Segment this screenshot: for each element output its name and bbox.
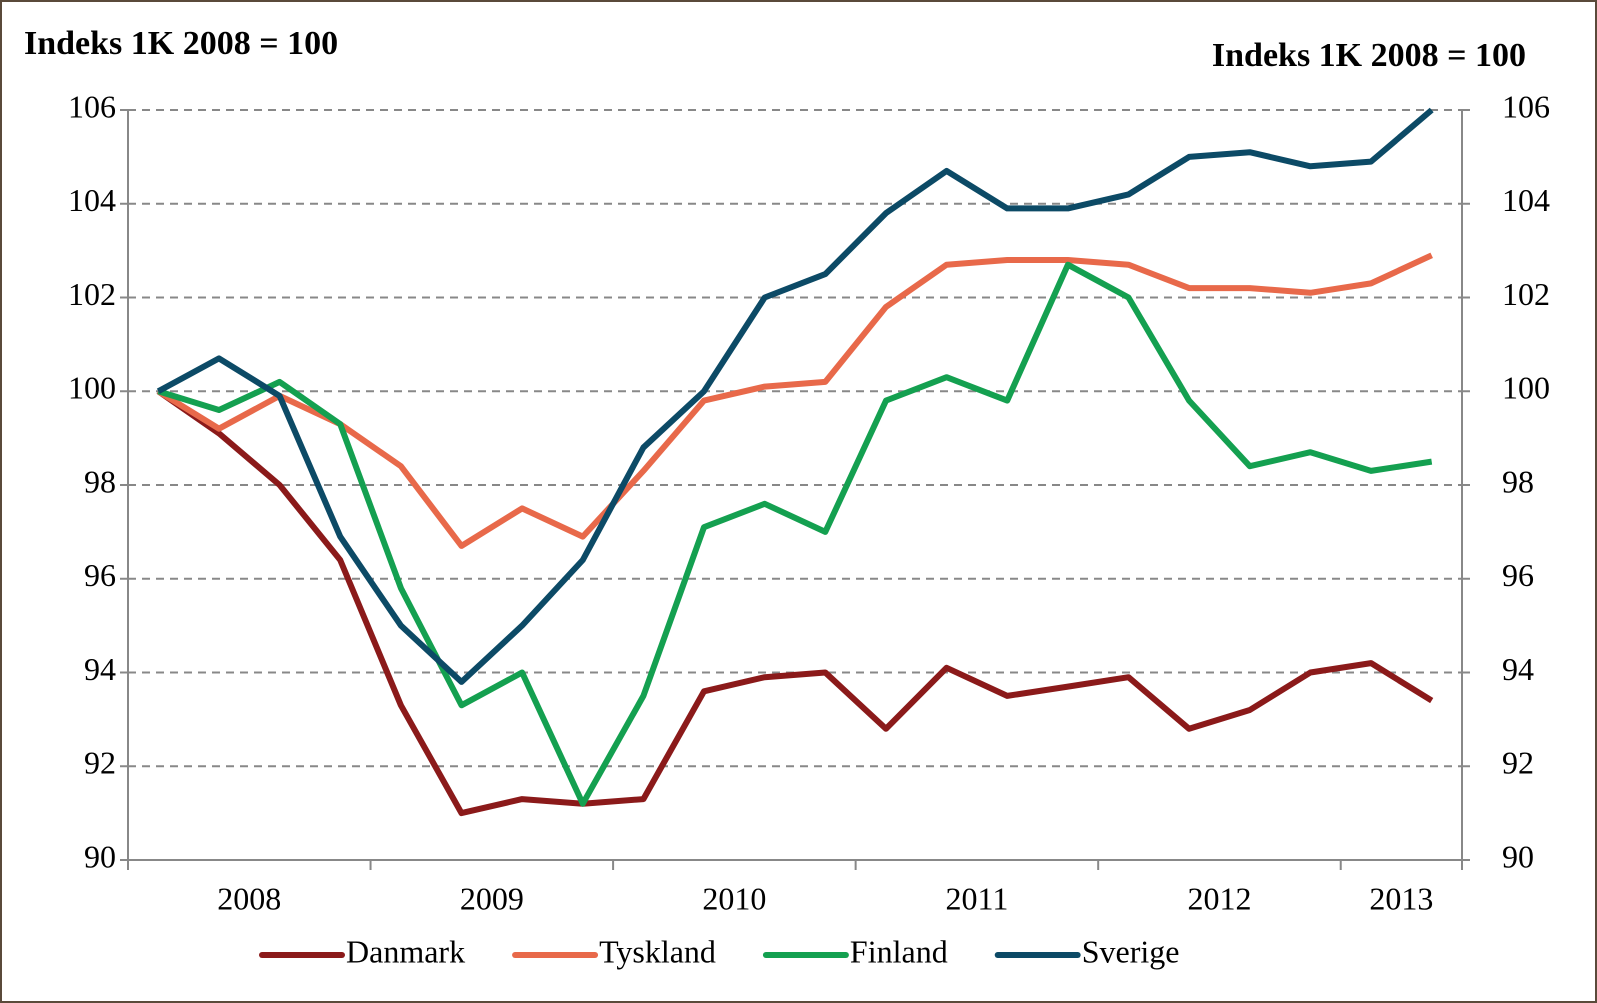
y-tick-label: 92 [84, 745, 116, 781]
y-tick-label: 106 [68, 88, 116, 124]
y-tick-label: 94 [84, 651, 116, 687]
y2-tick-label: 100 [1502, 370, 1550, 406]
x-tick-label: 2008 [217, 880, 281, 916]
y2-tick-label: 106 [1502, 88, 1550, 124]
legend-label: Danmark [346, 933, 465, 969]
chart-title: Indeks 1K 2008 = 100 [24, 25, 338, 62]
legend-label: Finland [850, 933, 948, 969]
y2-title: Indeks 1K 2008 = 100 [1212, 37, 1526, 74]
series-line [157, 261, 1433, 807]
legend-label: Tyskland [599, 933, 716, 969]
y-tick-label: 104 [68, 182, 116, 218]
y-tick-label: 96 [84, 557, 116, 593]
y2-tick-label: 94 [1502, 651, 1534, 687]
x-tick-label: 2010 [702, 880, 766, 916]
series-line [156, 252, 1433, 549]
legend-label: Sverige [1082, 933, 1180, 969]
series-line [156, 388, 1434, 817]
y2-tick-label: 104 [1502, 182, 1550, 218]
y2-tick-label: 98 [1502, 463, 1534, 499]
y-tick-label: 98 [84, 463, 116, 499]
x-tick-label: 2013 [1369, 880, 1433, 916]
y-tick-label: 90 [84, 838, 116, 874]
y2-tick-label: 92 [1502, 745, 1534, 781]
y2-tick-label: 102 [1502, 276, 1550, 312]
y-tick-label: 102 [68, 276, 116, 312]
y2-tick-label: 90 [1502, 838, 1534, 874]
series-line [156, 107, 1434, 685]
x-tick-label: 2011 [946, 880, 1009, 916]
x-tick-label: 2009 [460, 880, 524, 916]
y2-tick-label: 96 [1502, 557, 1534, 593]
y-tick-label: 100 [68, 370, 116, 406]
x-tick-label: 2012 [1187, 880, 1251, 916]
